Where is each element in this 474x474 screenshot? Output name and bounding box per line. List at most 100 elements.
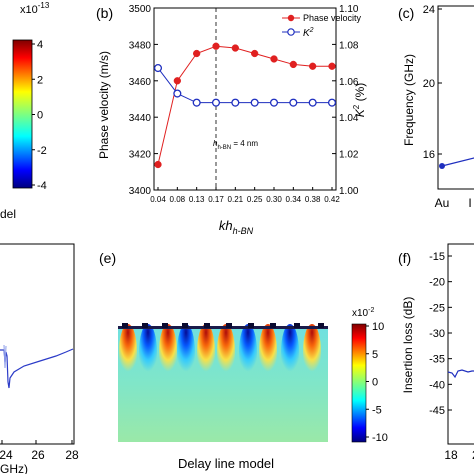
right-axis-ticks: 1.10 1.08 1.06 1.04 1.02 1.00 <box>332 4 359 197</box>
electrode <box>226 323 232 328</box>
series-point-1 <box>269 98 279 107</box>
colorbar-e-ticks: 10 5 0 -5 -10 <box>366 321 388 444</box>
right-axis-tick-label: 1.04 <box>339 113 359 124</box>
electrode <box>142 323 148 328</box>
panel-f-yticks: -15 -20 -25 -30 -35 -40 -45 <box>429 251 452 417</box>
x-axis-tick-label: 0.08 <box>170 195 186 204</box>
panel-c-xtick: I <box>468 196 471 210</box>
series-point-1 <box>250 98 259 107</box>
panel-e-caption: Delay line model <box>178 456 274 471</box>
colorbar-e-exponent: x10-2 <box>352 307 374 319</box>
series-point-0 <box>193 49 201 58</box>
left-axis-tick-label: 3440 <box>129 113 152 124</box>
x-axis-tick-label: 0.04 <box>150 195 166 204</box>
panel-e: (e) x10-2 10 5 0 -5 -10 Delay line model <box>99 250 388 471</box>
legend-label-k2: K2 <box>303 27 314 39</box>
right-axis-tick-label: 1.06 <box>339 77 359 88</box>
panel-d-xtick: 28 <box>65 448 79 462</box>
x-axis-tick-label: 0.25 <box>247 195 263 204</box>
panel-f-xtick: 2 <box>472 448 474 462</box>
series-point-0 <box>270 55 278 63</box>
colorbar-e-tick-label: 0 <box>372 377 378 389</box>
series-point-1 <box>192 98 201 107</box>
field-lobe <box>281 324 299 380</box>
electrodes <box>122 323 324 328</box>
series-layer <box>153 42 337 169</box>
colorbar-a-ticks: 4 2 0 -2 -4 <box>32 39 47 192</box>
legend-marker-k2 <box>287 28 295 36</box>
panel-d: 24 26 28 GHz) <box>0 243 79 474</box>
panel-f-ytick-label: -20 <box>429 277 445 289</box>
panel-c-frame <box>437 5 474 190</box>
panel-d-xtick: 24 <box>0 448 13 462</box>
panel-d-frame <box>0 243 75 445</box>
left-axis-label: Phase velocity (m/s) <box>97 51 111 159</box>
panel-b-plot-frame <box>153 7 337 191</box>
colorbar-e-tick-label: -10 <box>372 432 388 444</box>
series-point-0 <box>289 60 297 69</box>
series-point-1 <box>211 98 221 107</box>
panel-f-series-line <box>447 369 474 379</box>
series-point-0 <box>309 62 317 70</box>
left-axis-tick-label: 3400 <box>129 186 152 197</box>
colorbar-a <box>12 39 33 189</box>
field-lobe <box>197 324 215 380</box>
panel-c-ytick: 24 <box>423 4 435 16</box>
left-axis-tick-label: 3460 <box>129 77 152 88</box>
series-line-1 <box>157 67 332 104</box>
colorbar-e-tick-label: 5 <box>372 349 378 361</box>
left-axis-tick-label: 3480 <box>129 40 152 51</box>
panel-c-ylabel: Frequency (GHz) <box>402 54 416 146</box>
right-axis-tick-label: 1.10 <box>339 4 359 15</box>
panel-c-yticks: 24 20 16 <box>423 4 442 161</box>
panel-f: (f) Insertion loss (dB) -15-20-25-30-35-… <box>398 243 474 462</box>
x-axis-ticks: 0.04 0.08 0.13 0.17 0.21 0.25 0.30 0.34 0.38 0.42 <box>150 187 340 204</box>
panel-c: (c) Frequency (GHz) 24 20 16 Au I <box>398 4 474 210</box>
colorbar-a-tick-label: 4 <box>37 39 43 51</box>
colorbar-a-tick-label: 0 <box>37 110 43 122</box>
colorbar-a-tick-label: 2 <box>37 74 43 86</box>
x-axis-tick-label: 0.13 <box>189 195 205 204</box>
left-axis-tick-label: 3420 <box>129 150 152 161</box>
legend-label-phase-velocity: Phase velocity <box>303 13 362 23</box>
panel-f-ylabel: Insertion loss (dB) <box>401 297 415 394</box>
field-lobe <box>303 324 321 380</box>
series-point-0 <box>328 62 336 70</box>
colorbar-e-tick-label: 10 <box>372 321 384 333</box>
series-point-0 <box>212 42 220 50</box>
right-axis-tick-label: 1.00 <box>339 186 359 197</box>
panel-f-ytick-label: -25 <box>429 302 445 314</box>
field-lobes <box>118 324 328 380</box>
series-point-0 <box>173 77 181 85</box>
panel-d-series-line <box>0 348 74 389</box>
thickness-annotation: hh-BN = 4 nm <box>213 139 258 151</box>
electrode <box>270 323 276 328</box>
panel-a-caption-fragment: del <box>0 207 16 221</box>
series-line-0 <box>157 45 332 165</box>
legend: Phase velocity K2 <box>282 13 362 39</box>
x-axis-label: khh-BN <box>219 218 254 236</box>
series-point-1 <box>289 98 298 107</box>
x-axis-tick-label: 0.42 <box>324 195 340 204</box>
panel-c-ytick: 16 <box>423 149 435 161</box>
panel-f-ytick-label: -35 <box>429 354 445 366</box>
panel-d-xlabel-fragment: GHz) <box>0 462 28 474</box>
panel-a: x10-13 4 2 0 -2 -4 del <box>0 1 50 221</box>
x-axis-tick-label: 0.30 <box>266 195 282 204</box>
panel-f-ytick-label: -30 <box>429 328 445 340</box>
field-lobe <box>159 324 177 380</box>
series-point-0 <box>154 160 162 169</box>
electrode <box>294 323 300 328</box>
series-point-1 <box>327 98 337 107</box>
field-lobe <box>259 324 277 380</box>
colorbar-a-exponent: x10-13 <box>20 1 50 16</box>
x-axis-tick-label: 0.34 <box>286 195 302 204</box>
series-point-1 <box>231 98 240 107</box>
field-lobe <box>239 324 257 380</box>
series-point-1 <box>153 64 163 73</box>
electrode <box>318 323 324 328</box>
series-point-1 <box>308 98 317 107</box>
electrode <box>122 323 128 328</box>
panel-f-label: (f) <box>398 250 411 266</box>
